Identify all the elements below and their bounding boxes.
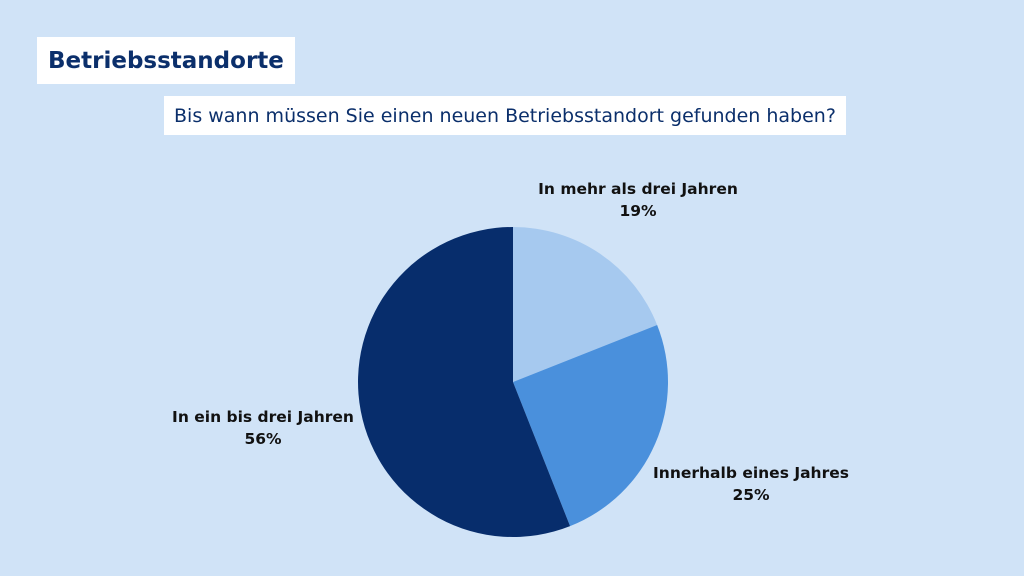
slice-label-innerhalb-eines-jahres: Innerhalb eines Jahres 25% [653, 462, 849, 506]
chart-question: Bis wann müssen Sie einen neuen Betriebs… [174, 104, 836, 127]
slice-label-mehr-als-drei-jahre: In mehr als drei Jahren 19% [538, 178, 738, 222]
chart-question-box: Bis wann müssen Sie einen neuen Betriebs… [164, 96, 846, 135]
pie-slice-3 [358, 227, 571, 537]
slice-label-value: 56% [244, 430, 282, 448]
slice-label-ein-bis-drei-jahre: In ein bis drei Jahren 56% [172, 406, 354, 450]
slice-label-text: In ein bis drei Jahren [172, 408, 354, 426]
slice-label-text: Innerhalb eines Jahres [653, 464, 849, 482]
chart-title: Betriebsstandorte [48, 47, 284, 74]
slice-label-text: In mehr als drei Jahren [538, 180, 738, 198]
chart-title-box: Betriebsstandorte [37, 37, 295, 84]
slice-label-value: 19% [619, 202, 657, 220]
slice-label-value: 25% [732, 486, 770, 504]
pie-slice-2 [513, 324, 669, 527]
pie-slice-1 [513, 227, 658, 382]
